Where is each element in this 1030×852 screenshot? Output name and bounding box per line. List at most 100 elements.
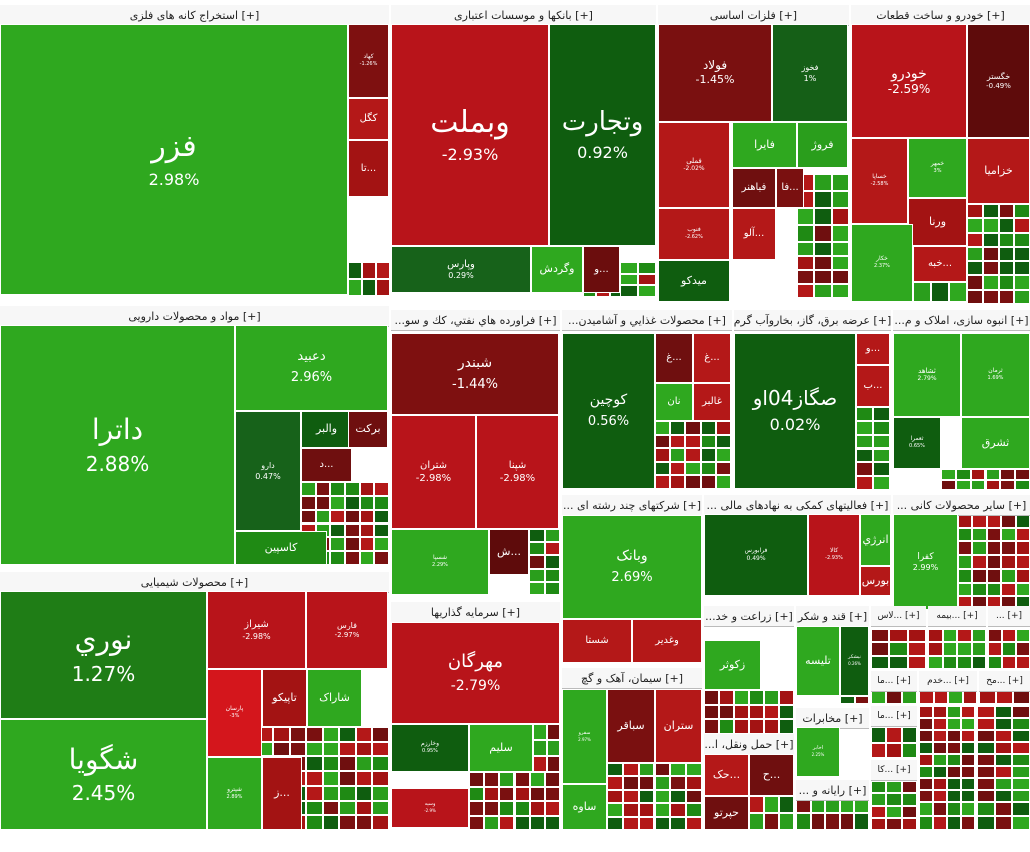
mini-stock-tile[interactable] [670,803,687,817]
stock-tile[interactable]: ساوه [562,784,607,830]
mini-stock-tile[interactable] [947,816,961,830]
stock-tile[interactable]: فولاد -1.45% [658,24,772,122]
mini-stock-tile[interactable] [1000,479,1016,490]
mini-stock-tile[interactable] [942,655,957,669]
mini-stock-tile[interactable] [977,816,995,830]
mini-stock-tile[interactable] [620,273,638,286]
mini-stock-tile[interactable] [734,690,749,705]
mini-stock-tile[interactable] [749,796,764,813]
mini-stock-tile[interactable] [1015,582,1030,597]
mini-stock-tile[interactable] [971,655,986,669]
mini-stock-tile[interactable] [355,785,373,801]
mini-stock-tile[interactable] [339,756,356,772]
mini-stock-tile[interactable] [947,766,961,778]
stock-tile[interactable]: فباهنر [732,168,776,208]
mini-stock-tile[interactable] [654,816,671,830]
mini-stock-tile[interactable] [607,816,623,830]
mini-stock-tile[interactable] [979,690,996,704]
mini-stock-tile[interactable] [348,279,362,296]
mini-stock-tile[interactable] [982,232,999,247]
stock-tile[interactable]: وبانک 2.69% [562,515,702,619]
mini-stock-tile[interactable] [947,730,961,742]
mini-stock-tile[interactable] [961,816,975,830]
mini-stock-tile[interactable] [998,289,1015,304]
mini-stock-tile[interactable] [362,262,376,279]
mini-stock-tile[interactable] [961,754,975,766]
mini-stock-tile[interactable] [779,719,794,734]
mini-stock-tile[interactable] [544,815,560,830]
stock-tile[interactable]: دارو 0.47% [235,411,301,531]
mini-stock-tile[interactable] [622,816,639,830]
mini-stock-tile[interactable] [359,509,375,524]
mini-stock-tile[interactable] [355,727,373,742]
mini-stock-tile[interactable] [607,789,623,804]
mini-stock-tile[interactable] [544,786,560,801]
mini-stock-tile[interactable] [655,421,671,435]
mini-stock-tile[interactable] [764,796,779,813]
mini-stock-tile[interactable] [339,727,356,742]
mini-stock-tile[interactable] [670,763,687,777]
mini-stock-tile[interactable] [873,407,890,421]
mini-stock-tile[interactable] [315,495,331,510]
mini-stock-tile[interactable] [1015,541,1030,556]
mini-stock-tile[interactable] [700,475,716,489]
mini-stock-tile[interactable] [988,642,1002,656]
mini-stock-tile[interactable] [330,523,345,538]
stock-tile[interactable]: غ... [693,333,731,383]
stock-tile[interactable]: شبندر -1.44% [391,333,559,415]
mini-stock-tile[interactable] [685,475,701,489]
stock-tile[interactable]: و... [583,246,620,293]
stock-tile[interactable]: بورس [860,566,891,596]
stock-tile[interactable]: فنوب -2.62% [658,208,730,260]
mini-stock-tile[interactable] [670,421,686,435]
mini-stock-tile[interactable] [919,690,934,704]
mini-stock-tile[interactable] [947,742,961,754]
mini-stock-tile[interactable] [988,655,1002,669]
mini-stock-tile[interactable] [933,730,947,742]
mini-stock-tile[interactable] [544,555,560,569]
mini-stock-tile[interactable] [273,727,290,742]
mini-stock-tile[interactable] [345,523,360,538]
mini-stock-tile[interactable] [856,407,873,421]
mini-stock-tile[interactable] [339,815,356,830]
sector-header-realestate[interactable]: [+] انبوه سازی، املاک و م... [893,310,1030,331]
mini-stock-tile[interactable] [544,581,560,595]
mini-stock-tile[interactable] [544,529,560,543]
mini-stock-tile[interactable] [988,629,1002,643]
mini-stock-tile[interactable] [749,704,764,720]
mini-stock-tile[interactable] [345,537,360,552]
mini-stock-tile[interactable] [961,706,975,718]
mini-stock-tile[interactable] [514,772,530,787]
mini-stock-tile[interactable] [544,772,560,787]
mini-stock-tile[interactable] [704,690,719,705]
stock-tile[interactable]: ش... [489,529,529,575]
mini-stock-tile[interactable] [654,776,671,790]
mini-stock-tile[interactable] [533,740,547,756]
mini-stock-tile[interactable] [374,495,389,510]
mini-stock-tile[interactable] [306,815,323,830]
mini-stock-tile[interactable] [825,813,840,830]
mini-stock-tile[interactable] [1002,655,1016,669]
mini-stock-tile[interactable] [977,718,995,730]
stock-tile[interactable]: تاپیکو [262,669,307,727]
stock-tile[interactable]: ثرمان 1.69% [961,333,1030,417]
mini-stock-tile[interactable] [985,479,1001,490]
stock-tile[interactable]: کگل [348,98,389,140]
stock-tile[interactable]: وبملت -2.93% [391,24,549,246]
mini-stock-tile[interactable] [985,469,1001,480]
mini-stock-tile[interactable] [886,690,902,704]
mini-stock-tile[interactable] [919,802,933,816]
mini-stock-tile[interactable] [814,242,832,256]
mini-stock-tile[interactable] [359,495,375,510]
mini-stock-tile[interactable] [362,279,376,296]
mini-stock-tile[interactable] [955,479,971,490]
mini-stock-tile[interactable] [655,461,671,476]
mini-stock-tile[interactable] [933,766,947,778]
mini-stock-tile[interactable] [971,629,986,643]
mini-stock-tile[interactable] [322,800,340,816]
mini-stock-tile[interactable] [685,461,701,476]
mini-stock-tile[interactable] [620,262,638,274]
stock-tile[interactable]: ثشاهد 2.79% [893,333,961,417]
mini-stock-tile[interactable] [348,262,362,279]
mini-stock-tile[interactable] [306,756,323,772]
